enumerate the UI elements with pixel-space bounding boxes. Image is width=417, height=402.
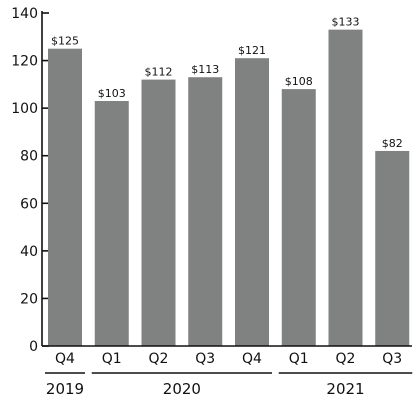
y-tick-label: 40 (20, 244, 38, 260)
data-label: $125 (51, 35, 79, 48)
bar (48, 48, 82, 347)
x-axis: Q4 Q1 Q2 Q3 Q4 Q1 Q2 Q3 (42, 345, 412, 367)
bar (141, 79, 176, 346)
data-label: $113 (191, 63, 219, 76)
data-label: $103 (98, 87, 126, 100)
data-label: $112 (145, 66, 173, 79)
x-tick-label: Q4 (55, 351, 75, 367)
data-label: $108 (285, 75, 313, 88)
bar (235, 58, 269, 346)
y-tick-label: 20 (20, 291, 38, 307)
y-tick-label: 120 (11, 54, 38, 70)
data-label: $133 (332, 16, 360, 29)
x-tick-label: Q2 (336, 351, 356, 367)
year-group-label: 2021 (326, 380, 364, 398)
bar (328, 29, 363, 347)
x-tick-label: Q1 (289, 351, 309, 367)
data-labels: $125 $103 $112 $113 $121 $108 $133 $82 (51, 16, 403, 150)
bar (375, 150, 410, 346)
bar (94, 101, 129, 346)
y-axis: 0 20 40 60 80 100 120 140 (11, 6, 49, 355)
bars (48, 29, 410, 347)
bar (188, 77, 223, 346)
x-tick-label: Q3 (195, 351, 215, 367)
x-tick-label: Q4 (242, 351, 262, 367)
bar (281, 89, 316, 346)
y-tick-label: 100 (11, 101, 38, 117)
year-group-label: 2020 (163, 380, 201, 398)
y-tick-label: 140 (11, 6, 38, 22)
x-tick-label: Q2 (149, 351, 169, 367)
data-label: $121 (238, 44, 266, 57)
data-label: $82 (382, 137, 403, 150)
x-tick-label: Q3 (382, 351, 402, 367)
year-group-label: 2019 (46, 380, 84, 398)
year-groups: 2019 2020 2021 (45, 372, 413, 398)
y-tick-label: 60 (20, 196, 38, 212)
y-tick-label: 80 (20, 149, 38, 165)
x-tick-label: Q1 (102, 351, 122, 367)
y-tick-label: 0 (29, 339, 38, 355)
